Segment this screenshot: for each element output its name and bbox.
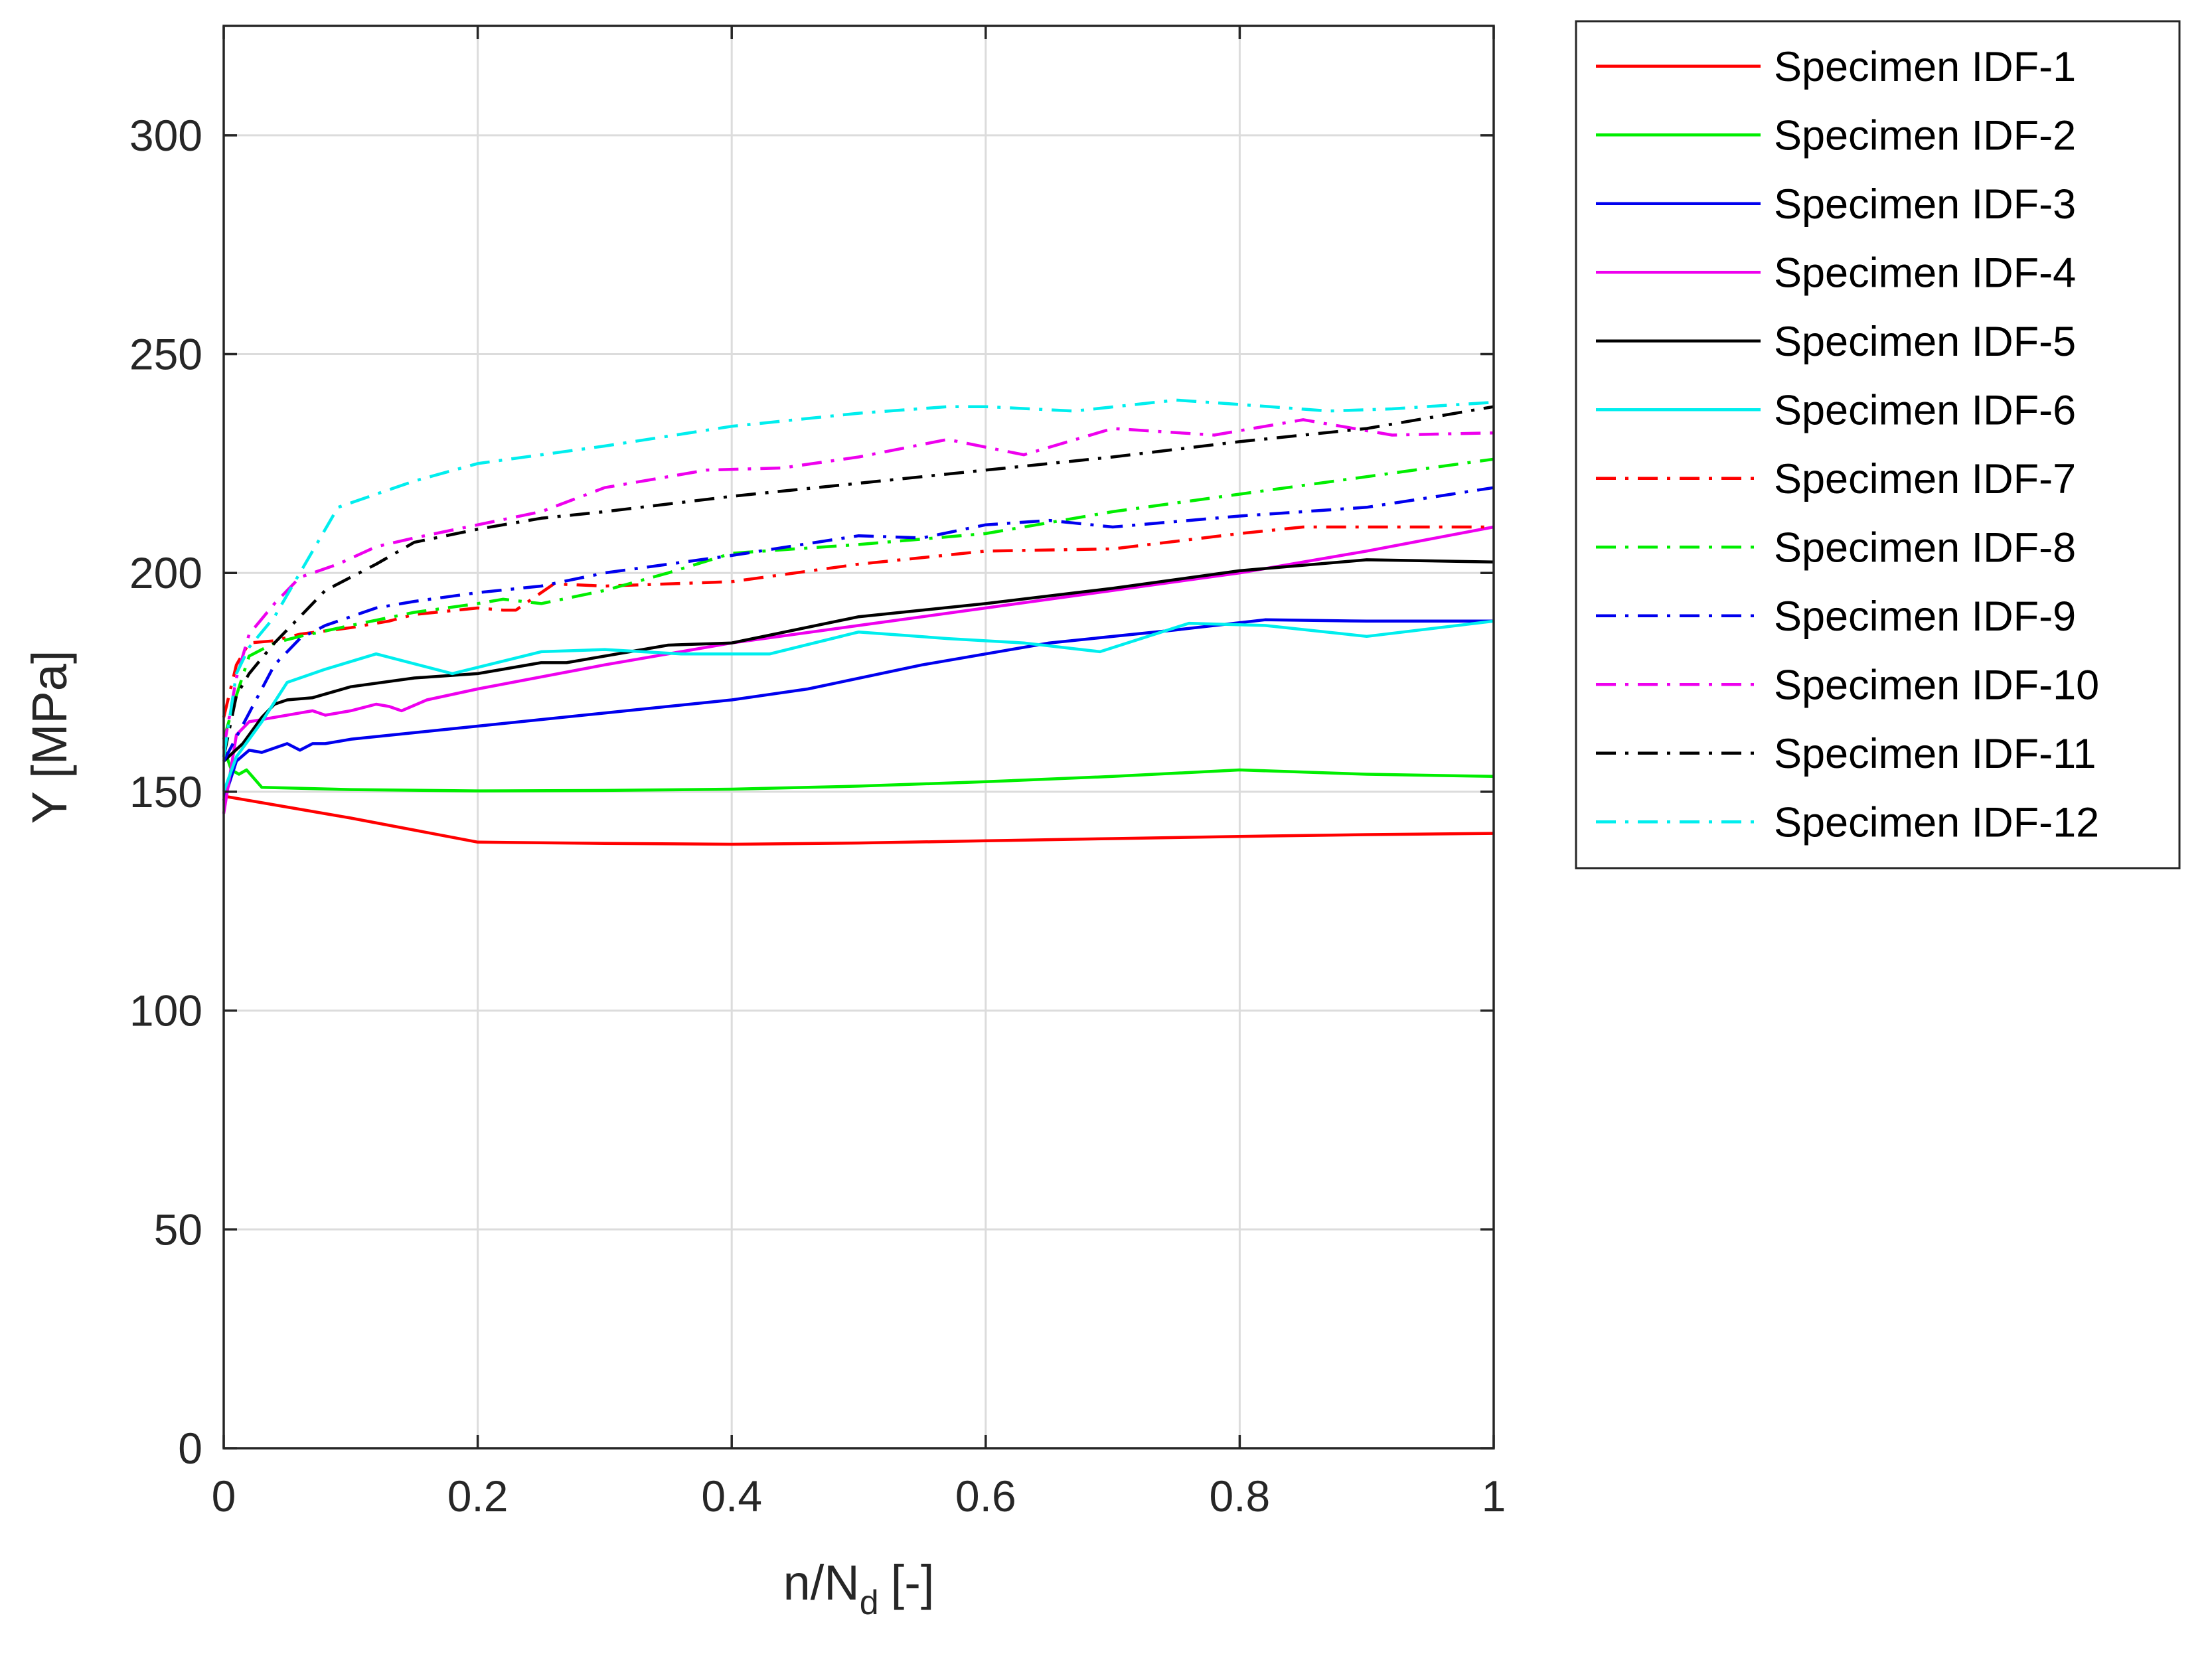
legend-label-10: Specimen IDF-10 — [1774, 662, 2099, 708]
legend-label-2: Specimen IDF-2 — [1774, 112, 2076, 159]
series-line-3 — [222, 618, 1494, 801]
y-axis-label: Y [MPa] — [22, 650, 77, 824]
legend-label-1: Specimen IDF-1 — [1774, 44, 2076, 90]
x-tick-label: 0.2 — [447, 1471, 509, 1521]
legend-label-12: Specimen IDF-12 — [1774, 799, 2099, 846]
series-line-12 — [222, 398, 1494, 757]
x-axis-label-subscript: d — [860, 1584, 879, 1622]
y-tick-label: 100 — [129, 986, 202, 1035]
legend-label-7: Specimen IDF-7 — [1774, 456, 2076, 502]
x-tick-label: 0.6 — [955, 1471, 1016, 1521]
series-line-4 — [222, 525, 1494, 814]
series-line-2 — [222, 747, 1494, 792]
legend-label-4: Specimen IDF-4 — [1774, 250, 2076, 296]
x-axis-label-suffix: [-] — [891, 1555, 935, 1610]
series-line-11 — [222, 405, 1494, 757]
x-tick-label: 0.8 — [1210, 1471, 1271, 1521]
series-line-1 — [223, 794, 1494, 846]
legend-label-6: Specimen IDF-6 — [1774, 387, 2076, 433]
legend: Specimen IDF-1 Specimen IDF-2 Specimen IDF… — [1575, 20, 2181, 869]
legend-label-9: Specimen IDF-9 — [1774, 593, 2076, 640]
y-tick-label: 150 — [129, 767, 202, 816]
series-line-7 — [222, 525, 1494, 718]
y-tick-label: 200 — [129, 548, 202, 597]
x-tick-label: 1 — [1482, 1471, 1506, 1521]
legend-label-3: Specimen IDF-3 — [1774, 181, 2076, 228]
axis-ticks: 0 0.2 0.4 0.6 0.8 1 0 50 100 150 200 250 300 — [129, 26, 1506, 1521]
x-axis-label: n/Nd [-] — [783, 1555, 935, 1622]
series-lines — [222, 398, 1494, 846]
x-tick-label: 0 — [212, 1471, 236, 1521]
x-axis-label-main: n/N — [783, 1555, 860, 1610]
y-tick-label: 300 — [129, 111, 202, 160]
legend-label-8: Specimen IDF-8 — [1774, 524, 2076, 571]
series-line-6 — [222, 619, 1494, 792]
x-tick-label: 0.4 — [701, 1471, 762, 1521]
y-tick-label: 0 — [178, 1424, 202, 1473]
series-line-9 — [222, 486, 1494, 762]
y-tick-label: 250 — [129, 330, 202, 379]
plot-frame — [222, 25, 1495, 1450]
legend-box — [1575, 20, 2181, 869]
legend-label-11: Specimen IDF-11 — [1774, 731, 2096, 777]
legend-label-5: Specimen IDF-5 — [1774, 319, 2076, 365]
grid — [222, 26, 1495, 1450]
series-line-10 — [222, 418, 1494, 749]
y-tick-label: 50 — [154, 1205, 202, 1254]
